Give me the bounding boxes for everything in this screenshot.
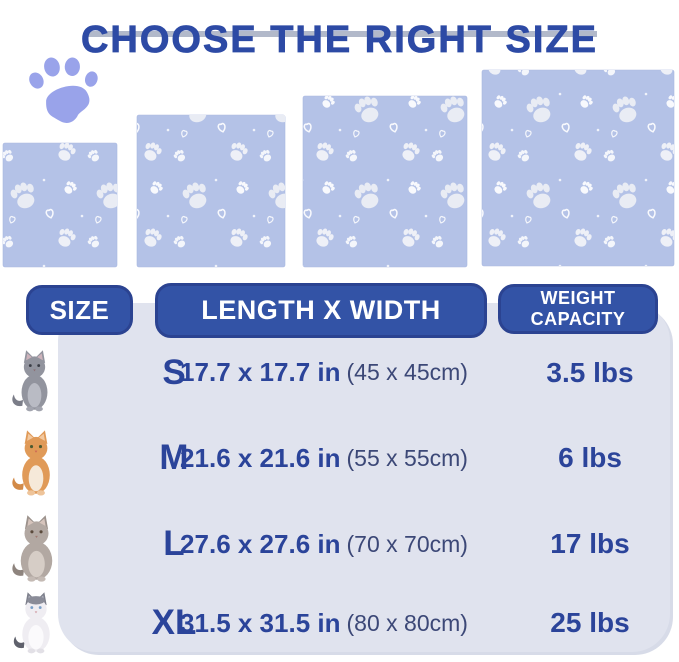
table-row-s: S 17.7 x 17.7 in (45 x 45cm) 3.5 lbs (0, 330, 679, 415)
dimensions-inches: 17.7 x 17.7 in (180, 357, 341, 387)
page-title: CHOOSE THE RIGHT SIZE (80, 19, 599, 62)
table-row-m: M 21.6 x 21.6 in (55 x 55cm) 6 lbs (0, 415, 679, 501)
pad-size-comparison (2, 69, 675, 268)
dimensions-cm: (55 x 55cm) (346, 444, 468, 471)
weight-capacity-value: 25 lbs (550, 607, 630, 638)
size-value: M (159, 438, 189, 477)
weight-capacity-value: 6 lbs (558, 442, 622, 473)
column-header-length-width: LENGTH X WIDTH (155, 283, 487, 338)
dimensions-cm: (45 x 45cm) (346, 359, 468, 385)
paw-print-icon (29, 57, 98, 123)
table-row-l: L 27.6 x 27.6 in (70 x 70cm) 17 lbs (0, 501, 679, 587)
size-value: XL (151, 603, 197, 642)
gray-longhair-cat-photo (12, 515, 53, 582)
dimensions-value: 31.5 x 31.5 in (80 x 80cm) (152, 587, 496, 659)
size-value: S (162, 352, 186, 392)
title-underline (84, 31, 597, 37)
dimensions-value: 17.7 x 17.7 in (45 x 45cm) (152, 330, 496, 415)
dimensions-inches: 27.6 x 27.6 in (180, 528, 341, 559)
orange-tabby-cat-photo (12, 430, 50, 496)
column-header-weight-capacity: WEIGHT CAPACITY (498, 284, 658, 334)
weight-capacity-value: 3.5 lbs (546, 356, 634, 388)
white-ragdoll-cat-photo (13, 592, 50, 654)
dimensions-cm: (80 x 80cm) (346, 609, 468, 636)
dimensions-cm: (70 x 70cm) (346, 530, 468, 557)
weight-capacity-value: 17 lbs (550, 528, 630, 559)
gray-kitten-photo (12, 350, 48, 412)
dimensions-inches: 21.6 x 21.6 in (180, 442, 341, 473)
size-table-panel (58, 303, 670, 652)
table-row-xl: XL 31.5 x 31.5 in (80 x 80cm) 25 lbs (0, 587, 679, 659)
column-header-size: SIZE (26, 285, 133, 335)
dimensions-value: 27.6 x 27.6 in (70 x 70cm) (152, 501, 496, 587)
size-value: L (163, 524, 185, 563)
dimensions-inches: 31.5 x 31.5 in (180, 607, 341, 638)
dimensions-value: 21.6 x 21.6 in (55 x 55cm) (152, 415, 496, 501)
